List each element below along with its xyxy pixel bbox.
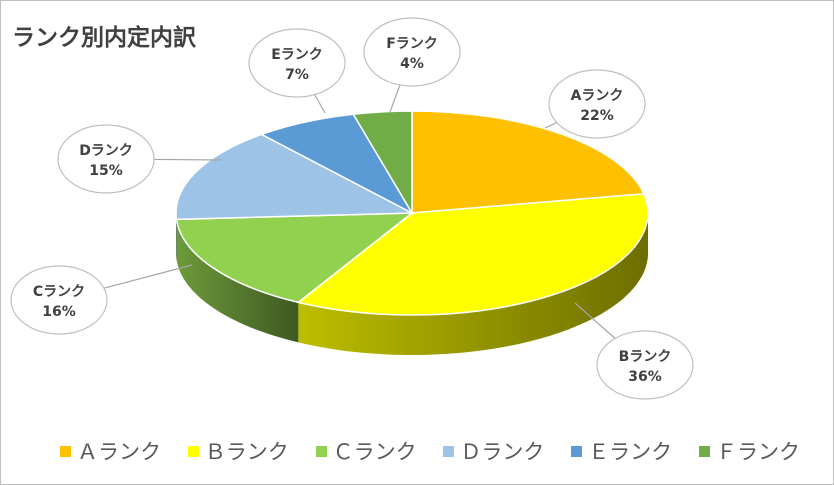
data-label-value-5: 4%: [400, 56, 424, 72]
legend-label-2: Ｃランク: [332, 440, 417, 464]
pie-slice-0[interactable]: [411, 110, 645, 214]
legend-item-1: Ｂランク: [187, 436, 289, 466]
legend-swatch-5: [698, 445, 710, 457]
legend-swatch-3: [443, 445, 455, 457]
legend-label-3: Ｄランク: [460, 440, 545, 464]
callout-bubble-5: [363, 17, 461, 87]
legend-item-2: Ｃランク: [315, 436, 417, 466]
pie-slice-1[interactable]: [296, 193, 649, 316]
legend-swatch-0: [60, 445, 71, 457]
legend-label-1: Ｂランク: [204, 440, 289, 464]
legend-swatch-2: [315, 445, 327, 457]
chart-title: ランク別内定内訳: [12, 25, 196, 51]
data-label-category-4: Eランク: [271, 47, 323, 63]
legend-item-3: Ｄランク: [443, 436, 544, 466]
legend-swatch-1: [187, 445, 199, 457]
callout-bubble-4: [248, 28, 346, 98]
data-label-category-2: Cランク: [33, 284, 85, 300]
data-label-value-3: 15%: [89, 163, 123, 179]
data-label-category-5: Fランク: [386, 36, 438, 52]
legend-item-5: Ｆランク: [698, 436, 800, 466]
callout-bubble-2: [10, 265, 108, 335]
pie-slice-4[interactable]: [259, 113, 414, 215]
callout-bubble-0: [548, 69, 646, 139]
callout-bubble-3: [57, 124, 155, 194]
legend-label-5: Ｆランク: [715, 440, 800, 464]
data-label-category-3: Dランク: [79, 143, 133, 159]
pie-slice-5[interactable]: [352, 110, 413, 216]
data-label-category-0: Aランク: [571, 88, 624, 104]
legend-label-0: Ａランク: [77, 440, 161, 464]
legend-label-4: Ｅランク: [588, 440, 673, 464]
pie-side-shade-2: [176, 219, 299, 343]
data-label-category-1: Bランク: [619, 349, 672, 365]
data-label-value-1: 36%: [628, 369, 662, 385]
pie-slice-3[interactable]: [175, 133, 415, 221]
pie-slice-2[interactable]: [175, 212, 415, 304]
callout-bubble-1: [596, 330, 694, 400]
data-label-value-4: 7%: [285, 67, 309, 83]
legend-item-4: Ｅランク: [571, 436, 672, 466]
pie-side-shade-1: [298, 213, 648, 355]
legend-swatch-4: [571, 445, 583, 457]
legend-item-0: Ａランク: [60, 436, 161, 466]
data-label-value-0: 22%: [580, 108, 614, 124]
chart-legend: Ａランク Ｂランク Ｃランク Ｄランク Ｅランク Ｆランク: [60, 436, 800, 466]
data-label-value-2: 16%: [42, 304, 76, 320]
